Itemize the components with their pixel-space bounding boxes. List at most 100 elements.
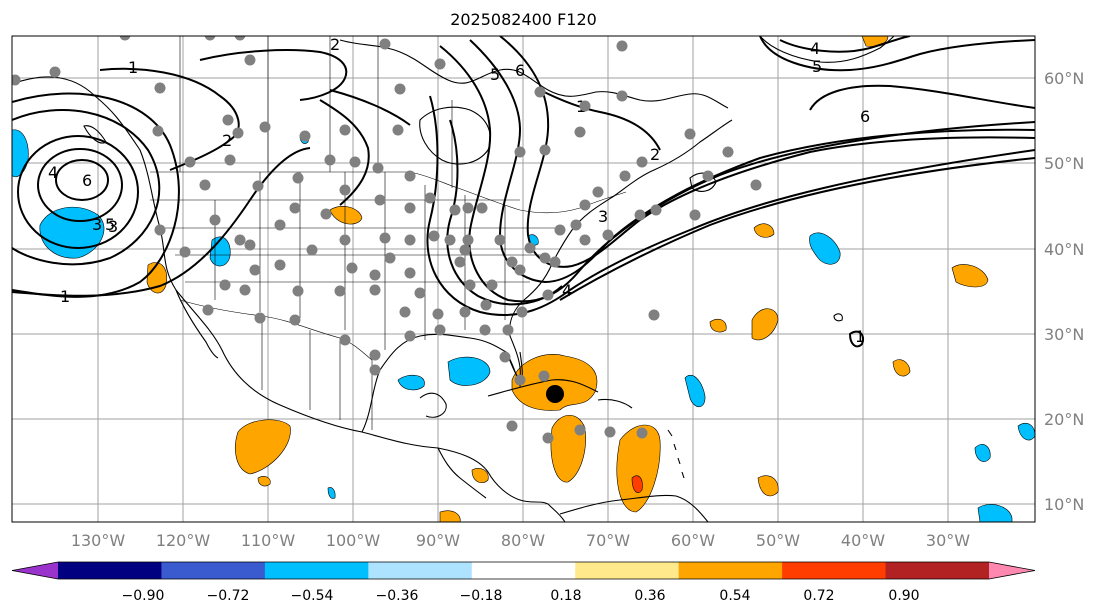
north-america-coast — [12, 76, 566, 522]
contour-low-4 — [12, 109, 161, 266]
colorbar-outline — [11, 561, 1036, 580]
station-dot — [234, 234, 246, 246]
colorbar-segment — [264, 562, 369, 579]
station-dot — [592, 186, 604, 198]
bermuda — [833, 313, 843, 322]
station-dot — [636, 427, 648, 439]
lesser-antilles — [667, 429, 685, 479]
station-dot — [404, 202, 416, 214]
contour-label: 5 — [812, 57, 822, 76]
anomaly-shading — [12, 36, 1035, 522]
station-dot — [434, 324, 446, 336]
contour-label: 2 — [650, 145, 660, 164]
station-dot — [449, 204, 461, 216]
station-dot — [619, 170, 631, 182]
station-dot — [479, 324, 491, 336]
longitude-labels: 130°W 120°W 110°W 100°W 90°W 80°W 70°W 6… — [71, 531, 970, 550]
positive-anomaly-atlantic-2 — [751, 308, 779, 341]
graticule — [12, 36, 1035, 522]
station-dot — [234, 36, 246, 41]
contour-label: 1 — [855, 327, 865, 346]
station-dot — [292, 172, 304, 184]
station-dot — [604, 426, 616, 438]
station-dot — [462, 202, 474, 214]
positive-anomaly-lesser-antilles — [616, 424, 661, 513]
station-dot — [154, 82, 166, 94]
contour-low-3 — [17, 135, 139, 249]
lon-label: 80°W — [501, 531, 545, 550]
station-dot — [539, 252, 551, 264]
contour-label: 1 — [128, 58, 138, 77]
negative-anomaly-atlantic-4 — [1017, 423, 1035, 441]
contour-north-1 — [779, 36, 911, 53]
colorbar-tick: −0.54 — [291, 588, 334, 604]
lon-label: 50°W — [756, 531, 800, 550]
positive-anomaly-small-1 — [257, 476, 271, 487]
colorbar-segment — [471, 562, 576, 579]
station-dot — [339, 234, 351, 246]
station-dot — [289, 202, 301, 214]
height-contours — [12, 36, 1035, 348]
station-dot — [384, 252, 396, 264]
positive-anomaly-atlantic-4 — [951, 264, 989, 288]
lon-label: 40°W — [841, 531, 885, 550]
contour-label: 3 — [108, 217, 118, 236]
negative-anomaly-atlantic-3 — [974, 444, 991, 462]
station-dot — [570, 219, 582, 231]
station-dot — [49, 66, 61, 78]
positive-anomaly-atlantic-1 — [709, 318, 727, 333]
colorbar-tick: 0.36 — [634, 588, 665, 604]
station-dot — [539, 144, 551, 156]
lat-label: 20°N — [1044, 410, 1084, 429]
station-dot — [574, 424, 586, 436]
latitude-labels: 60°N 50°N 40°N 30°N 20°N 10°N — [1044, 69, 1084, 514]
station-dot — [459, 306, 471, 318]
colorbar — [11, 561, 1036, 580]
station-dot — [476, 202, 488, 214]
station-dot — [750, 179, 762, 191]
station-dot — [684, 128, 696, 140]
negative-anomaly-atlantic-5 — [977, 504, 1013, 522]
station-dot — [252, 180, 264, 192]
station-dot — [404, 267, 416, 279]
station-dot — [634, 209, 646, 221]
station-dot — [249, 264, 261, 276]
positive-anomaly-central-america — [471, 468, 489, 483]
lon-label: 130°W — [71, 531, 126, 550]
station-dot — [434, 58, 446, 70]
contour-label: 2 — [330, 35, 340, 54]
colorbar-segment — [161, 562, 266, 579]
station-dot — [538, 370, 550, 382]
contour-label: 4 — [562, 281, 572, 300]
station-dot — [306, 244, 318, 256]
station-dot — [369, 269, 381, 281]
contour-east-3 — [499, 36, 1035, 268]
station-dot — [574, 126, 586, 138]
lat-label: 40°N — [1044, 240, 1084, 259]
station-dot — [534, 86, 546, 98]
colorbar-segment — [678, 562, 783, 579]
station-dot — [244, 239, 256, 251]
contour-low-2 — [37, 148, 123, 222]
lon-label: 100°W — [326, 531, 381, 550]
colorbar-tick: 0.54 — [719, 588, 750, 604]
station-dot — [579, 199, 591, 211]
station-dot — [404, 330, 416, 342]
station-dot — [374, 194, 386, 206]
station-dot — [542, 432, 554, 444]
contour-east-5 — [426, 95, 1035, 316]
station-dot — [204, 36, 216, 41]
station-dot — [722, 146, 734, 158]
lon-label: 60°W — [671, 531, 715, 550]
station-dot — [404, 234, 416, 246]
colorbar-tick: −0.36 — [376, 588, 419, 604]
station-dot — [506, 420, 518, 432]
station-dot — [274, 259, 286, 271]
station-dot — [549, 256, 561, 268]
lon-label: 70°W — [586, 531, 630, 550]
contour-2-west — [99, 67, 240, 171]
station-dot — [224, 154, 236, 166]
negative-anomaly-small-pacific — [327, 487, 336, 499]
canada-provinces — [179, 36, 453, 188]
